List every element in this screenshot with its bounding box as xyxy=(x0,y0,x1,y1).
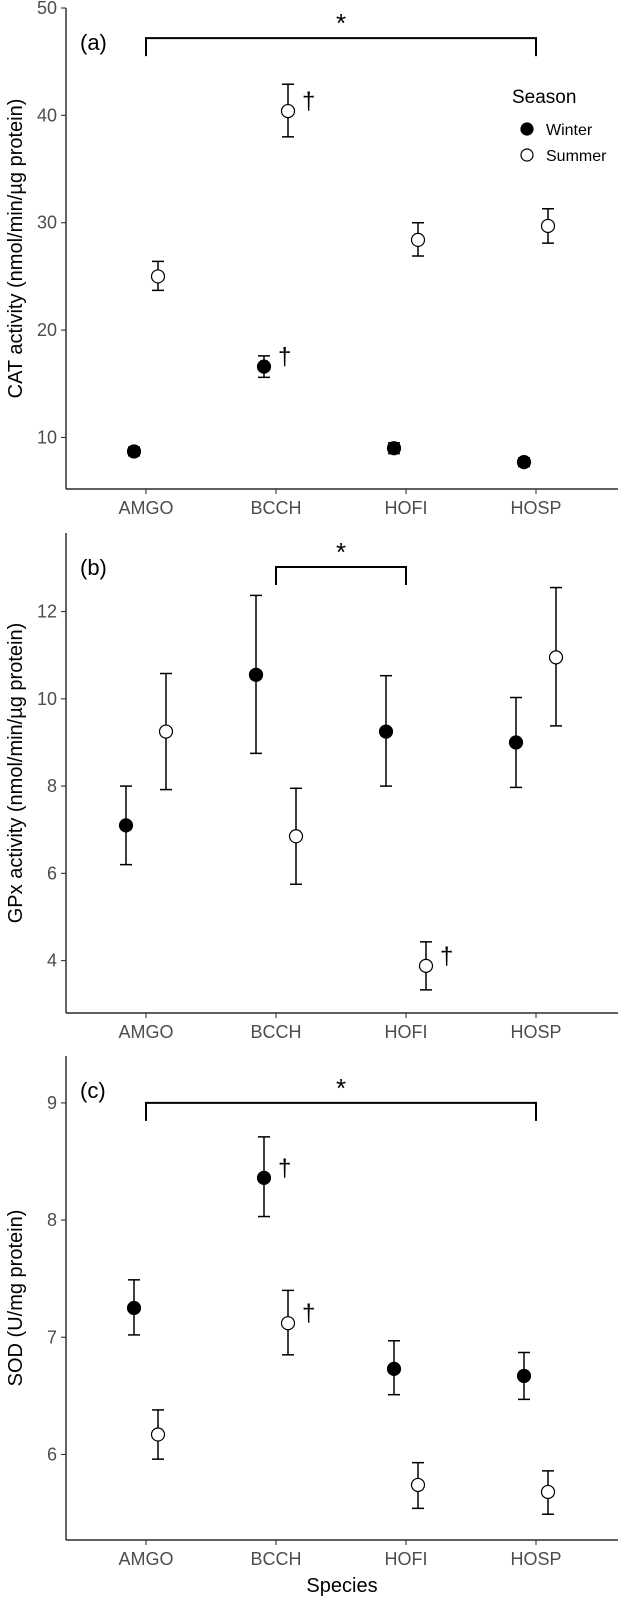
x-tick-label: AMGO xyxy=(118,1022,173,1042)
x-axis-title: Species xyxy=(306,1575,377,1597)
x-tick-label: BCCH xyxy=(250,1022,301,1042)
x-tick-label: HOFI xyxy=(385,498,428,518)
legend: Season Winter Summer xyxy=(512,87,607,165)
y-tick-label: 12 xyxy=(37,602,57,622)
legend-key-winter xyxy=(520,122,534,136)
x-tick-label: AMGO xyxy=(118,1549,173,1569)
data-point-winter xyxy=(118,818,134,833)
y-tick-label: 8 xyxy=(47,1210,57,1230)
data-point-summer xyxy=(280,103,296,119)
y-tick-label: 7 xyxy=(47,1327,57,1347)
x-tick-label: AMGO xyxy=(118,498,173,518)
x-tick-label: HOSP xyxy=(510,498,561,518)
dagger-marker: † xyxy=(278,1155,291,1182)
legend-label: Winter xyxy=(546,122,593,139)
data-point-summer xyxy=(410,1477,426,1493)
data-point-winter xyxy=(256,359,272,374)
x-tick-label: HOSP xyxy=(510,1549,561,1569)
x-tick-label: HOSP xyxy=(510,1022,561,1042)
data-point-summer xyxy=(540,1484,556,1500)
significance-bracket xyxy=(145,37,537,57)
data-point-summer xyxy=(540,218,556,234)
data-point-summer xyxy=(280,1316,296,1331)
data-point-winter xyxy=(378,724,394,739)
data-point-winter xyxy=(126,1300,142,1316)
significance-bracket xyxy=(275,566,407,586)
data-point-summer xyxy=(418,958,434,973)
data-point-summer xyxy=(158,724,174,739)
legend-key-summer xyxy=(520,148,534,162)
y-tick-label: 9 xyxy=(47,1093,57,1113)
data-point-winter xyxy=(126,444,142,459)
x-tick-label: BCCH xyxy=(250,1549,301,1569)
y-tick-label: 8 xyxy=(47,776,57,796)
data-point-summer xyxy=(150,1427,166,1442)
y-axis-title: CAT activity (nmol/min/µg protein) xyxy=(5,99,27,399)
y-tick-label: 50 xyxy=(37,0,57,18)
significance-star: * xyxy=(336,8,346,38)
dagger-marker: † xyxy=(302,1300,315,1327)
data-point-summer xyxy=(288,829,304,844)
y-axis-title: GPx activity (nmol/min/µg protein) xyxy=(5,623,27,924)
y-tick-label: 20 xyxy=(37,320,57,340)
data-point-winter xyxy=(516,1368,532,1384)
significance-star: * xyxy=(336,1073,346,1103)
y-tick-label: 10 xyxy=(37,689,57,709)
data-point-summer xyxy=(410,232,426,248)
data-point-winter xyxy=(508,735,524,750)
dagger-marker: † xyxy=(440,943,453,970)
y-tick-label: 4 xyxy=(47,951,57,971)
data-point-winter xyxy=(386,441,402,456)
chart-panel-3: 6 7 8 9 AMGO BCCH HOFI HOSP SOD (U/mg protein) Sp… xyxy=(5,1056,618,1597)
y-tick-label: 30 xyxy=(37,213,57,233)
x-tick-label: HOFI xyxy=(385,1022,428,1042)
y-tick-label: 6 xyxy=(47,863,57,883)
legend-title: Season xyxy=(512,87,576,108)
data-point-winter xyxy=(256,1170,272,1185)
chart-panel-1: 10 20 30 40 50 AMGO BCCH HOFI HOSP CAT activity (… xyxy=(5,0,618,518)
x-tick-label: HOFI xyxy=(385,1549,428,1569)
y-tick-label: 6 xyxy=(47,1444,57,1464)
x-tick-label: BCCH xyxy=(250,498,301,518)
significance-bracket xyxy=(145,1101,537,1121)
y-tick-label: 40 xyxy=(37,105,57,125)
y-axis-title: SOD (U/mg protein) xyxy=(5,1210,27,1387)
panel-label: (a) xyxy=(80,30,107,55)
panel-label: (c) xyxy=(80,1078,106,1103)
chart-panel-2: 4 6 8 10 12 AMGO BCCH HOFI HOSP GPx activity (nmo… xyxy=(5,533,618,1042)
dagger-marker: † xyxy=(302,88,315,115)
data-point-summer xyxy=(150,269,166,284)
data-point-summer xyxy=(548,650,564,665)
significance-star: * xyxy=(336,537,346,567)
panel-label: (b) xyxy=(80,555,107,580)
dagger-marker: † xyxy=(278,344,291,371)
data-point-winter xyxy=(386,1361,402,1377)
y-tick-label: 10 xyxy=(37,427,57,447)
data-point-winter xyxy=(516,455,532,470)
data-point-winter xyxy=(248,667,264,682)
legend-label: Summer xyxy=(546,148,607,165)
